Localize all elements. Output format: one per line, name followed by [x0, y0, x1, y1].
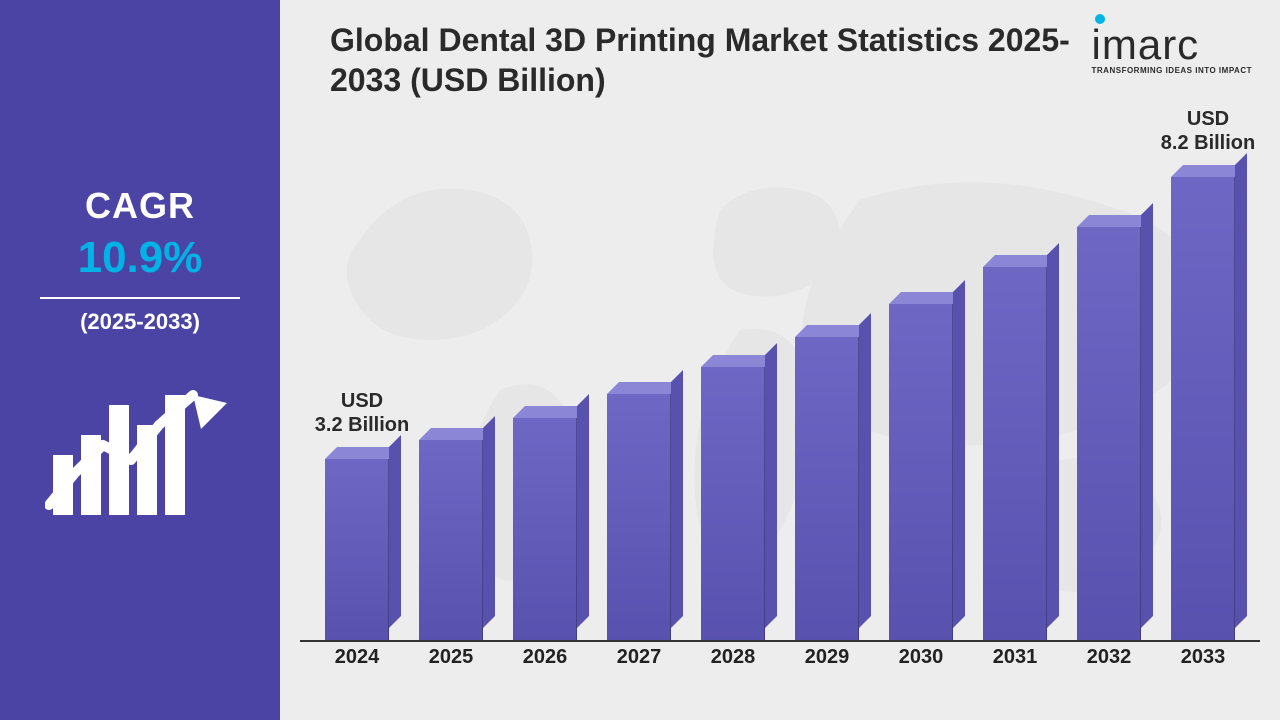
- x-axis-label: 2025: [406, 646, 496, 680]
- bar: [889, 304, 953, 640]
- bar-front: [325, 459, 389, 640]
- annotation-line2: 8.2 Billion: [1148, 131, 1268, 155]
- main-panel: Global Dental 3D Printing Market Statist…: [280, 0, 1280, 720]
- bar: [1171, 177, 1235, 640]
- cagr-period: (2025-2033): [80, 309, 200, 335]
- bar-front: [419, 440, 483, 640]
- x-axis-label: 2029: [782, 646, 872, 680]
- bar: [701, 367, 765, 640]
- bar-side: [859, 313, 871, 628]
- bar-column: [782, 337, 872, 640]
- bar: [795, 337, 859, 640]
- bar-front: [1171, 177, 1235, 640]
- bar-front: [701, 367, 765, 640]
- brand-logo: imarc TRANSFORMING IDEAS INTO IMPACT: [1092, 12, 1252, 75]
- chart-title: Global Dental 3D Printing Market Statist…: [330, 20, 1090, 100]
- x-axis-label: 2033: [1158, 646, 1248, 680]
- bar-column: [876, 304, 966, 640]
- page: CAGR 10.9% (2025-2033) Global Dental 3D …: [0, 0, 1280, 720]
- bar-side: [1235, 153, 1247, 628]
- bar-front: [1077, 227, 1141, 640]
- logo-word: imarc: [1092, 26, 1252, 64]
- annotation-line2: 3.2 Billion: [302, 413, 422, 437]
- bar: [983, 267, 1047, 640]
- x-axis-label: 2027: [594, 646, 684, 680]
- value-annotation: USD8.2 Billion: [1148, 107, 1268, 155]
- bar: [513, 418, 577, 640]
- bar-side: [1141, 203, 1153, 628]
- bar: [607, 394, 671, 640]
- bar-column: [594, 394, 684, 640]
- value-annotation: USD3.2 Billion: [302, 389, 422, 437]
- bar-front: [607, 394, 671, 640]
- sidebar-panel: CAGR 10.9% (2025-2033): [0, 0, 280, 720]
- bar-side: [765, 343, 777, 628]
- x-axis-label: 2028: [688, 646, 778, 680]
- bar-front: [513, 418, 577, 640]
- annotation-line1: USD: [341, 390, 383, 412]
- bar-column: [970, 267, 1060, 640]
- x-axis-label: 2026: [500, 646, 590, 680]
- x-axis-label: 2030: [876, 646, 966, 680]
- bar-side: [953, 280, 965, 628]
- logo-tagline: TRANSFORMING IDEAS INTO IMPACT: [1092, 66, 1252, 75]
- bar-column: [1064, 227, 1154, 640]
- bar: [325, 459, 389, 640]
- bar-column: [1158, 177, 1248, 640]
- bar: [419, 440, 483, 640]
- x-axis-line: [300, 640, 1260, 642]
- x-axis-labels: 2024202520262027202820292030203120322033: [300, 646, 1260, 680]
- bar-front: [795, 337, 859, 640]
- x-axis-label: 2024: [312, 646, 402, 680]
- bar-series: [300, 160, 1260, 640]
- chart-area: 2024202520262027202820292030203120322033…: [300, 120, 1260, 680]
- bar-column: [312, 459, 402, 640]
- x-axis-label: 2032: [1064, 646, 1154, 680]
- bar-side: [671, 370, 683, 628]
- cagr-value: 10.9%: [78, 233, 203, 283]
- x-axis-label: 2031: [970, 646, 1060, 680]
- bar-side: [577, 394, 589, 628]
- growth-chart-icon: [45, 365, 235, 535]
- bar-side: [1047, 243, 1059, 628]
- cagr-label: CAGR: [85, 185, 195, 227]
- bar-column: [406, 440, 496, 640]
- bar-front: [889, 304, 953, 640]
- bar-side: [389, 435, 401, 628]
- annotation-line1: USD: [1187, 108, 1229, 130]
- bar-column: [500, 418, 590, 640]
- bar-column: [688, 367, 778, 640]
- bar-side: [483, 416, 495, 628]
- bar: [1077, 227, 1141, 640]
- bar-front: [983, 267, 1047, 640]
- cagr-divider: [40, 297, 240, 299]
